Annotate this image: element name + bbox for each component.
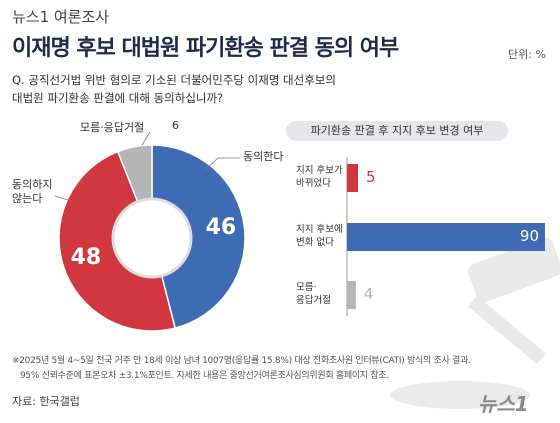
bar-category: 모름· 응답거절 [296,282,331,306]
bar [347,223,545,251]
donut-label: 동의하지 않는다 [12,178,53,205]
gavel-decor [390,238,560,409]
bar [347,281,356,309]
donut-value: 48 [70,245,102,271]
unit: 단위: % [508,48,546,61]
footnote: 95% 신뢰수준에 표본오차 ±3.1%포인트. 자세한 내용은 중앙선거여론조… [20,371,389,381]
source: 자료: 한국갤럽 [12,395,80,408]
question-line: Q. 공직선거법 위반 혐의로 기소된 더불어민주당 이재명 대선후보의 [12,73,336,87]
donut-value: 46 [205,215,237,241]
donut-label: 모름·응답거절 [80,121,145,134]
title: 이재명 후보 대법원 파기환송 판결 동의 여부 [12,36,399,61]
bar-chart-title: 파기환송 판결 후 지지 후보 변경 여부 [286,121,508,141]
donut-value: 6 [172,119,179,132]
donut-hole-ring [111,197,193,279]
bar-category: 지지 후보에 변화 없다 [296,224,343,248]
bar-value: 4 [363,285,374,303]
bar-category: 지지 후보가 바뀌었다 [296,165,343,189]
bar-value: 5 [366,168,376,186]
donut-label: 동의한다 [243,150,284,163]
question-line: 대법원 파기환송 판결에 대해 동의하십니까? [12,91,224,105]
leader-line [204,157,240,171]
leader-line [141,131,151,146]
bar-value: 90 [519,227,539,245]
logo: 뉴스1 [478,392,529,416]
brand: 뉴스1 여론조사 [12,8,110,26]
bar [347,164,358,192]
leader-line [54,195,69,201]
footnote: ※2025년 5월 4~5일 전국 거주 만 18세 이상 남녀 1007명(응… [12,356,471,366]
